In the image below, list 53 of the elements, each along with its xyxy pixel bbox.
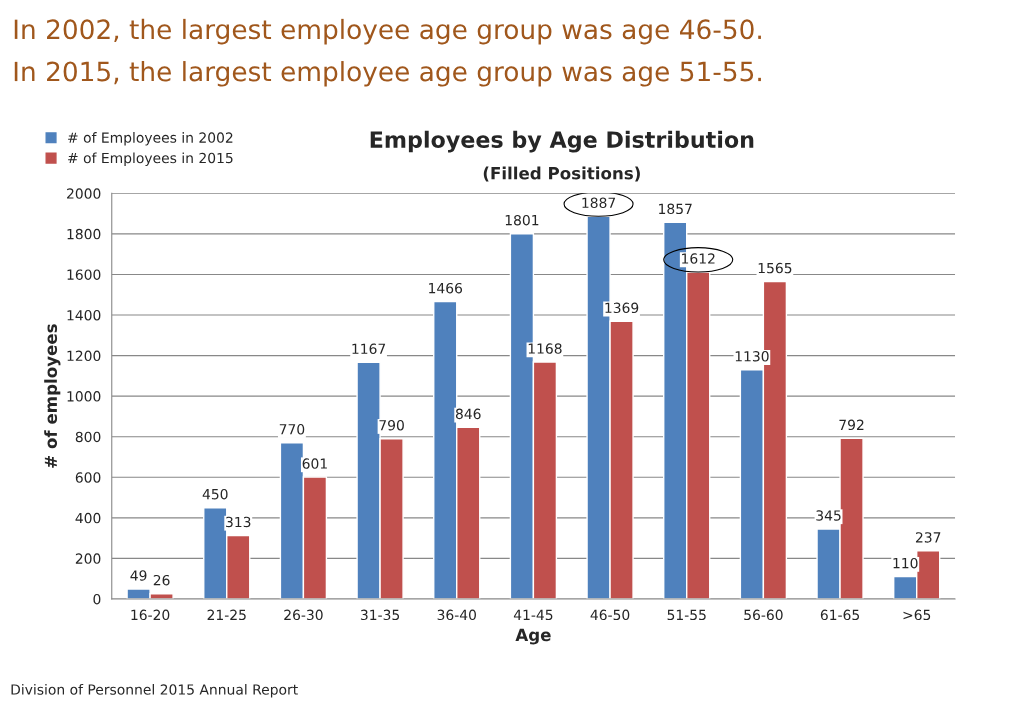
- data-label: 450: [202, 488, 228, 500]
- data-label: 1857: [659, 203, 692, 215]
- x-tick-label: 36-40: [437, 609, 476, 621]
- data-label: 1801: [505, 214, 539, 226]
- chart-subtitle: (Filled Positions): [483, 166, 640, 182]
- y-tick-label: 1400: [67, 309, 101, 321]
- y-tick-label: 400: [75, 512, 101, 524]
- data-label: 601: [302, 458, 327, 469]
- data-label: 1130: [735, 351, 769, 362]
- y-tick-label: 200: [75, 553, 101, 564]
- legend-label: # of Employees in 2002: [68, 132, 233, 146]
- data-label: 1565: [758, 262, 792, 274]
- data-label: 237: [915, 532, 941, 543]
- legend-label: # of Employees in 2015: [68, 152, 233, 166]
- data-label: 49: [130, 570, 147, 581]
- text: Division of Personnel 2015 Annual Report: [11, 684, 298, 698]
- y-tick-label: 600: [75, 472, 101, 483]
- x-tick-label: 31-35: [360, 609, 400, 621]
- text: In 2002, the largest employee age group was age 46-50.: [14, 18, 761, 45]
- text: In 2015, the largest employee age group was age 51-55.: [14, 61, 761, 87]
- data-label: 1612: [682, 253, 715, 264]
- data-label: 1168: [528, 343, 562, 354]
- data-label: 790: [379, 419, 404, 431]
- data-label: 792: [839, 419, 864, 431]
- data-label: 846: [455, 408, 481, 420]
- x-tick-label: 41-45: [513, 609, 553, 621]
- x-tick-label: 21-25: [207, 609, 246, 621]
- x-tick-label: 56-60: [744, 609, 783, 621]
- data-label: 345: [816, 510, 841, 521]
- x-tick-label: 26-30: [284, 609, 323, 621]
- chart-title: Employees by Age Distribution: [370, 130, 754, 153]
- x-tick-label: >65: [903, 609, 931, 621]
- data-label: 26: [153, 574, 170, 586]
- y-tick-label: 0: [93, 593, 101, 605]
- y-tick-label: 1800: [67, 228, 101, 240]
- y-tick-label: 1600: [67, 269, 101, 280]
- y-tick-label: 1000: [67, 391, 101, 402]
- data-label: 1466: [429, 282, 463, 294]
- x-tick-label: 46-50: [590, 609, 630, 621]
- data-label: 1167: [352, 343, 386, 355]
- x-tick-label: 61-65: [820, 609, 860, 621]
- x-tick-label: 16-20: [131, 609, 170, 621]
- data-label: 313: [226, 516, 251, 528]
- y-tick-label: 2000: [67, 188, 101, 199]
- y-axis-title: # of employees: [44, 324, 61, 468]
- x-tick-label: 51-55: [667, 609, 706, 621]
- y-tick-label: 1200: [67, 350, 101, 362]
- x-axis-title: Age: [515, 628, 551, 645]
- data-label: 770: [279, 424, 305, 435]
- data-label: 1369: [605, 302, 639, 314]
- data-label: 110: [893, 557, 918, 569]
- data-label: 1887: [582, 197, 616, 208]
- y-tick-label: 800: [75, 431, 101, 443]
